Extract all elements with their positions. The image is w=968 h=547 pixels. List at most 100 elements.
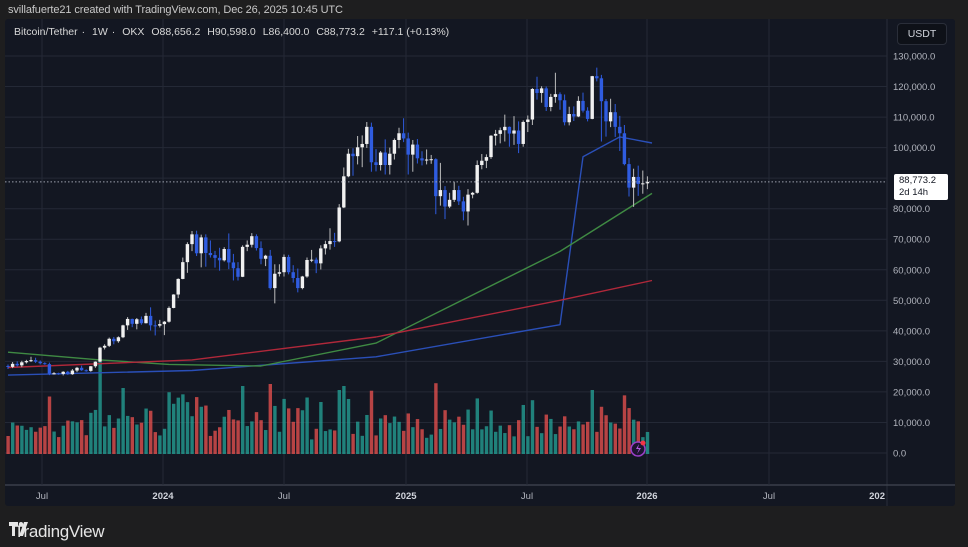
volume-bar bbox=[374, 435, 378, 454]
candle-body bbox=[79, 367, 84, 371]
volume-bar bbox=[438, 428, 443, 454]
price-tick: 10,000.0 bbox=[893, 418, 930, 429]
candle-body bbox=[512, 130, 516, 134]
chart-canvas[interactable]: 130,000.0 120,000.0 110,000.0 100,000.0 80,0… bbox=[5, 19, 955, 506]
candle-body bbox=[572, 114, 576, 117]
volume-bar bbox=[457, 416, 461, 454]
volume-bar bbox=[586, 421, 590, 454]
volume-bar bbox=[572, 429, 576, 454]
volume-bar bbox=[494, 431, 498, 454]
volume-bar bbox=[305, 397, 309, 454]
volume-bar bbox=[6, 436, 10, 454]
volume-bar bbox=[484, 426, 489, 454]
candle-body bbox=[544, 88, 548, 107]
candle-body bbox=[70, 370, 75, 375]
candle-body bbox=[98, 347, 102, 362]
candle-body bbox=[314, 259, 318, 264]
candle-body bbox=[567, 114, 571, 123]
tradingview-logo[interactable]: TradingView bbox=[9, 522, 105, 542]
volume-bar bbox=[392, 416, 397, 454]
candle-body bbox=[397, 133, 401, 140]
volume-bar bbox=[112, 427, 116, 454]
candle-body bbox=[213, 255, 217, 258]
volume-bar bbox=[595, 431, 599, 454]
chart-frame: 130,000.0 120,000.0 110,000.0 100,000.0 80,0… bbox=[5, 19, 955, 506]
ma-green-line bbox=[7, 192, 653, 367]
volume-bar bbox=[204, 405, 208, 454]
volume-bar bbox=[530, 400, 535, 454]
volume-bar bbox=[622, 395, 627, 454]
candle-body bbox=[296, 278, 300, 289]
candle-body bbox=[107, 338, 111, 346]
volume-bar bbox=[34, 431, 38, 454]
time-tick: Jul bbox=[278, 491, 290, 502]
volume-bar bbox=[535, 426, 539, 454]
candle-body bbox=[231, 262, 236, 269]
volume-bar bbox=[590, 390, 594, 454]
volume-bar bbox=[342, 386, 346, 454]
time-tick: 2025 bbox=[395, 491, 417, 502]
time-tick: Jul bbox=[763, 491, 775, 502]
candle-body bbox=[466, 194, 470, 212]
candle-body bbox=[6, 365, 10, 367]
volume-bar bbox=[553, 434, 558, 454]
volume-bar bbox=[218, 427, 222, 454]
candle-body bbox=[259, 248, 263, 259]
volume-bar bbox=[498, 425, 502, 454]
candle-body bbox=[135, 319, 139, 324]
candle-body bbox=[282, 256, 286, 273]
symbol-legend: Bitcoin/Tether · 1W · OKX O88,656.2 H90,59… bbox=[14, 26, 450, 38]
volume-bar bbox=[52, 431, 56, 454]
volume-bar bbox=[333, 430, 337, 454]
currency-button[interactable]: USDT bbox=[897, 23, 947, 45]
time-tick: 2024 bbox=[152, 491, 174, 502]
volume-bar bbox=[199, 406, 203, 454]
candle-body bbox=[130, 318, 134, 324]
candle-body bbox=[585, 110, 590, 119]
legend-symbol[interactable]: Bitcoin/Tether bbox=[14, 26, 78, 38]
candle-body bbox=[319, 248, 323, 264]
volume-bar bbox=[190, 416, 194, 454]
candle-body bbox=[595, 76, 599, 79]
volume-bar bbox=[47, 396, 52, 454]
volume-bar bbox=[273, 405, 277, 454]
candle-body bbox=[535, 88, 539, 93]
volume-bar bbox=[153, 432, 157, 454]
volume-bar bbox=[116, 418, 121, 454]
volume-bar bbox=[139, 422, 144, 454]
volume-bar bbox=[15, 425, 19, 454]
volume-bar bbox=[75, 422, 79, 454]
volume-bar bbox=[461, 424, 466, 454]
volume-bar bbox=[613, 423, 617, 454]
candle-body bbox=[581, 100, 585, 111]
candle-body bbox=[332, 241, 337, 243]
legend-change: +117.1 (+0.13%) bbox=[371, 26, 450, 38]
volume-bar bbox=[158, 435, 162, 454]
candle-body bbox=[277, 272, 282, 274]
candle-body bbox=[470, 192, 475, 195]
bar-countdown: 2d 14h bbox=[899, 187, 929, 198]
candle-body bbox=[526, 119, 530, 122]
candle-body bbox=[613, 112, 617, 127]
candle-body bbox=[33, 360, 38, 362]
volume-bar bbox=[11, 422, 15, 454]
volume-bar bbox=[526, 436, 530, 454]
candle-body bbox=[493, 133, 498, 136]
candle-body bbox=[245, 244, 249, 247]
price-tick: 100,000.0 bbox=[893, 143, 935, 154]
candle-body bbox=[273, 273, 277, 289]
volume-bar bbox=[162, 428, 167, 454]
candle-body bbox=[236, 268, 240, 277]
volume-bar bbox=[627, 408, 631, 454]
candle-body bbox=[190, 234, 194, 245]
candle-body bbox=[461, 201, 466, 212]
volume-bar bbox=[70, 421, 75, 454]
candle-body bbox=[503, 126, 507, 131]
candle-body bbox=[38, 361, 42, 364]
volume-bar bbox=[411, 427, 415, 454]
candle-body bbox=[480, 160, 484, 166]
event-flash-icon[interactable] bbox=[630, 440, 646, 457]
candle-body bbox=[153, 325, 157, 327]
candle-body bbox=[337, 207, 341, 242]
candle-body bbox=[411, 144, 415, 155]
